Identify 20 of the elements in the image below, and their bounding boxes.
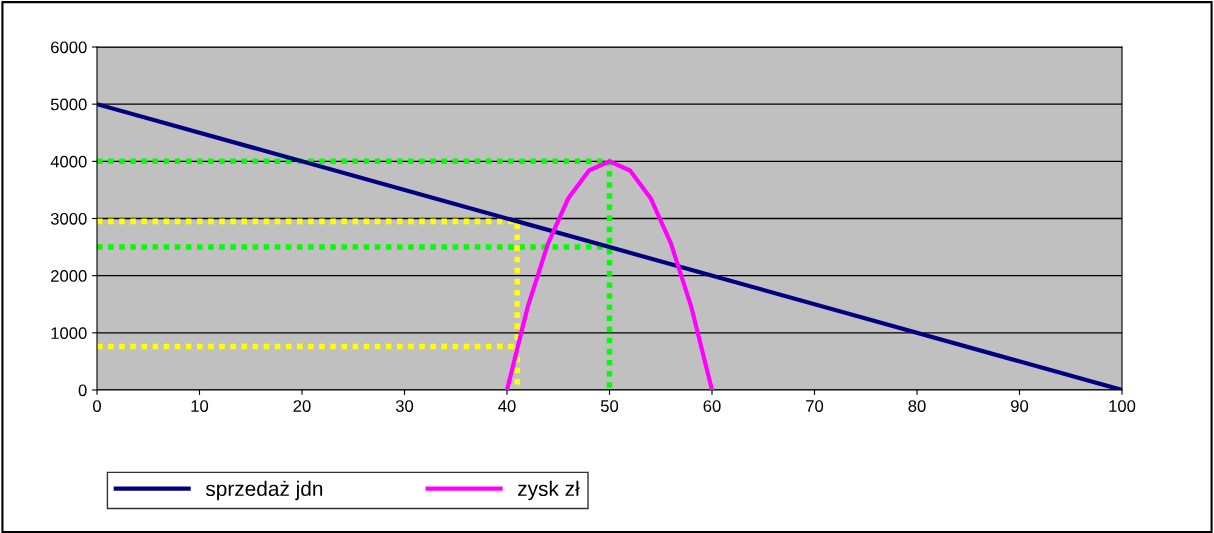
x-tick-label: 70 <box>806 400 824 412</box>
y-tick-label: 1000 <box>51 327 87 340</box>
x-tick-label: 20 <box>293 400 311 412</box>
legend-label: sprzedaż jdn <box>205 480 323 501</box>
legend-label: zysk zł <box>518 480 580 501</box>
x-tick-label: 0 <box>93 400 101 412</box>
y-tick-label: 6000 <box>51 41 87 54</box>
x-tick-label: 30 <box>395 400 414 412</box>
y-tick-label: 4000 <box>50 155 87 168</box>
y-tick-label: 5000 <box>50 98 87 111</box>
y-tick-label: 3000 <box>50 212 87 225</box>
x-tick-label: 80 <box>908 400 926 412</box>
x-tick-label: 100 <box>1109 400 1136 412</box>
x-tick-label: 40 <box>498 400 516 412</box>
x-tick-label: 10 <box>191 400 209 412</box>
x-tick-label: 90 <box>1011 400 1029 412</box>
y-tick-label: 0 <box>78 384 87 397</box>
x-tick-label: 60 <box>703 400 721 412</box>
y-tick-label: 2000 <box>51 270 87 282</box>
x-tick-label: 50 <box>600 400 619 412</box>
